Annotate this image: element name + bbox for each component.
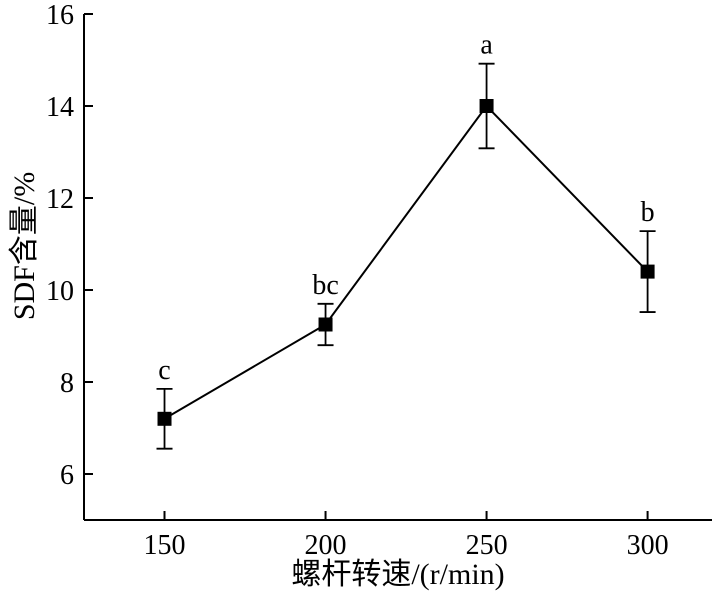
data-point (157, 411, 172, 426)
significance-label: bc (312, 270, 338, 301)
y-tick-label: 12 (46, 184, 74, 215)
data-point (318, 317, 333, 332)
labels-layer: c bc a b (158, 30, 654, 386)
y-tick-label: 16 (46, 0, 74, 31)
x-tick-label: 200 (305, 530, 347, 561)
series-layer (156, 62, 656, 450)
significance-label: b (641, 197, 655, 228)
data-point (640, 264, 655, 279)
x-axis-title: 螺杆转速/(r/min) (291, 558, 504, 591)
data-point (479, 99, 494, 113)
y-tick-label: 8 (60, 368, 74, 399)
y-axis-title: SDF含量/% (8, 172, 41, 320)
significance-label: a (480, 30, 493, 61)
y-tick-label: 10 (46, 276, 74, 307)
x-tick-label: 150 (144, 530, 186, 561)
x-tick-label: 250 (466, 530, 508, 561)
series-line (164, 104, 649, 420)
significance-label: c (158, 355, 170, 386)
y-tick-label: 14 (46, 92, 74, 123)
x-tick-label: 300 (627, 530, 669, 561)
y-tick-label: 6 (60, 460, 74, 491)
axes-layer: 6 8 10 12 14 16 150 200 250 300 (46, 0, 712, 561)
